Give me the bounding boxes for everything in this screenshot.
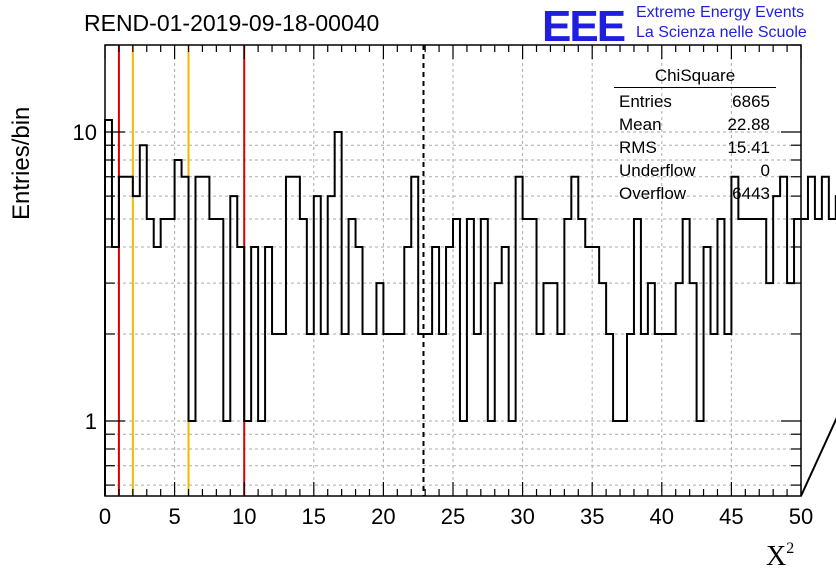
- stats-value: 6443: [732, 184, 770, 203]
- x-tick-label: 0: [99, 504, 111, 529]
- stats-row-overflow: Overflow 6443: [614, 182, 776, 205]
- stats-row-mean: Mean 22.88: [614, 113, 776, 136]
- stats-row-entries: Entries 6865: [614, 90, 776, 113]
- eee-logo-mark: EEE: [542, 2, 626, 51]
- x-tick-label: 45: [719, 504, 743, 529]
- stats-value: 22.88: [727, 115, 770, 134]
- histogram-series: [104, 119, 836, 497]
- stats-label: RMS: [619, 138, 657, 157]
- x-tick-label: 10: [232, 504, 256, 529]
- stats-value: 0: [760, 161, 770, 180]
- x-axis-label-superscript: 2: [786, 540, 795, 557]
- stats-row-rms: RMS 15.41: [614, 136, 776, 159]
- chart-title: REND-01-2019-09-18-00040: [84, 10, 380, 36]
- logo-line-1: Extreme Energy Events: [636, 4, 805, 21]
- x-tick-label: 40: [650, 504, 674, 529]
- stats-label: Entries: [619, 92, 672, 111]
- x-tick-label: 35: [580, 504, 604, 529]
- x-tick-label: 25: [441, 504, 465, 529]
- stats-box-name: ChiSquare: [614, 66, 776, 88]
- stats-row-underflow: Underflow 0: [614, 159, 776, 182]
- stats-label: Overflow: [619, 184, 687, 203]
- y-tick-label: 10: [73, 120, 97, 145]
- x-tick-label: 20: [371, 504, 395, 529]
- stats-box: ChiSquare Entries 6865 Mean 22.88 RMS 15.41…: [614, 66, 776, 205]
- x-tick-label: 15: [302, 504, 326, 529]
- x-tick-label: 50: [789, 504, 813, 529]
- x-tick-label: 30: [510, 504, 534, 529]
- x-axis-label-base: X: [766, 541, 787, 572]
- logo-line-2: La Scienza nelle Scuole: [636, 24, 807, 41]
- stats-value: 15.41: [727, 138, 770, 157]
- x-axis-label: X2: [766, 540, 794, 573]
- stats-label: Mean: [619, 115, 662, 134]
- y-tick-label: 1: [85, 409, 97, 434]
- x-tick-label: 5: [168, 504, 180, 529]
- stats-value: 6865: [732, 92, 770, 111]
- stats-label: Underflow: [619, 161, 696, 180]
